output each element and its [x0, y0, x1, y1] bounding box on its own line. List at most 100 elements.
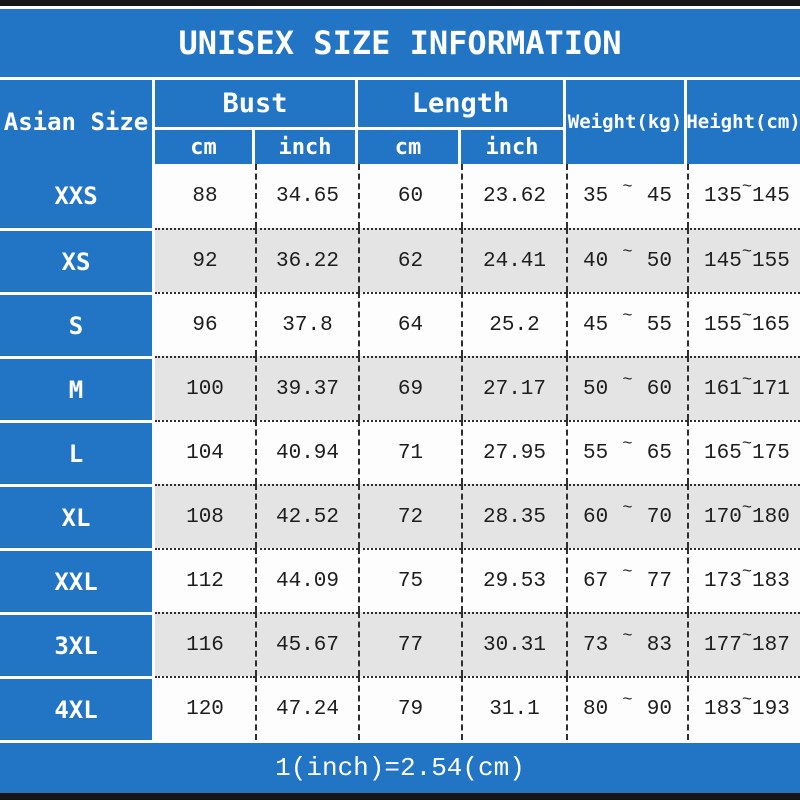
height-range: 155 ~ 165	[687, 292, 800, 356]
weight-max: 60	[646, 377, 672, 401]
length-cm-value: 72	[358, 484, 461, 548]
height-max: 187	[752, 633, 790, 657]
tilde-separator: ~	[622, 690, 633, 710]
length-cm-value: 71	[358, 420, 461, 484]
weight-max: 90	[646, 697, 672, 721]
height-max: 155	[752, 249, 790, 273]
weight-range: 55 ~ 65	[566, 420, 687, 484]
length-inch-value: 31.1	[461, 676, 566, 740]
bust-cm-value: 96	[155, 292, 255, 356]
conversion-note: 1(inch)=2.54(cm)	[275, 753, 525, 783]
size-label: XL	[0, 484, 155, 548]
size-label: M	[0, 356, 155, 420]
size-label: XS	[0, 228, 155, 292]
tilde-separator: ~	[741, 690, 753, 710]
weight-min: 50	[583, 377, 609, 401]
size-label: XXS	[0, 164, 155, 228]
tilde-separator: ~	[741, 177, 753, 197]
tilde-separator: ~	[622, 626, 633, 646]
header-weight-kg: Weight(kg)	[566, 80, 684, 164]
table-row: XXS 88 34.65 60 23.62 35 ~ 45 135 ~ 145	[0, 164, 800, 228]
length-inch-value: 24.41	[461, 228, 566, 292]
bust-inch-value: 37.8	[255, 292, 358, 356]
height-max: 180	[752, 505, 790, 529]
height-max: 193	[752, 697, 790, 721]
height-range: 183 ~ 193	[687, 676, 800, 740]
height-range: 177 ~ 187	[687, 612, 800, 676]
tilde-separator: ~	[741, 562, 753, 582]
tilde-separator: ~	[622, 242, 633, 262]
length-inch-value: 27.17	[461, 356, 566, 420]
height-range: 161 ~ 171	[687, 356, 800, 420]
height-max: 165	[752, 313, 790, 337]
size-label: S	[0, 292, 155, 356]
bust-cm-value: 112	[155, 548, 255, 612]
height-min: 135	[704, 184, 742, 208]
size-label: XXL	[0, 548, 155, 612]
bust-cm-value: 108	[155, 484, 255, 548]
height-max: 183	[752, 569, 790, 593]
weight-max: 65	[646, 441, 672, 465]
bust-inch-value: 39.37	[255, 356, 358, 420]
subheader-length-inch: inch	[461, 130, 563, 164]
height-range: 165 ~ 175	[687, 420, 800, 484]
tilde-separator: ~	[741, 370, 753, 390]
height-range: 170 ~ 180	[687, 484, 800, 548]
size-label: L	[0, 420, 155, 484]
tilde-separator: ~	[622, 306, 633, 326]
subheader-bust-inch: inch	[255, 130, 355, 164]
weight-range: 40 ~ 50	[566, 228, 687, 292]
height-range: 173 ~ 183	[687, 548, 800, 612]
weight-min: 80	[583, 697, 609, 721]
weight-max: 70	[646, 505, 672, 529]
bust-cm-value: 120	[155, 676, 255, 740]
group-header-length: Length	[358, 80, 563, 127]
weight-range: 50 ~ 60	[566, 356, 687, 420]
height-range: 145 ~ 155	[687, 228, 800, 292]
tilde-separator: ~	[741, 498, 753, 518]
subheader-length-cm: cm	[358, 130, 458, 164]
table-row: S 96 37.8 64 25.2 45 ~ 55 155 ~ 165	[0, 292, 800, 356]
bust-inch-value: 36.22	[255, 228, 358, 292]
tilde-separator: ~	[741, 434, 753, 454]
weight-min: 40	[583, 249, 609, 273]
length-inch-value: 27.95	[461, 420, 566, 484]
tilde-separator: ~	[741, 242, 753, 262]
length-cm-value: 62	[358, 228, 461, 292]
weight-min: 45	[583, 313, 609, 337]
header-asian-size: Asian Size	[0, 80, 152, 164]
length-cm-value: 79	[358, 676, 461, 740]
weight-range: 67 ~ 77	[566, 548, 687, 612]
bust-inch-value: 40.94	[255, 420, 358, 484]
bust-cm-value: 100	[155, 356, 255, 420]
length-cm-value: 69	[358, 356, 461, 420]
length-inch-value: 30.31	[461, 612, 566, 676]
title-bar: UNISEX SIZE INFORMATION	[0, 9, 800, 77]
height-min: 165	[704, 441, 742, 465]
table-row: 4XL 120 47.24 79 31.1 80 ~ 90 183 ~ 193	[0, 676, 800, 740]
bust-cm-value: 104	[155, 420, 255, 484]
tilde-separator: ~	[622, 370, 633, 390]
height-min: 170	[704, 505, 742, 529]
height-range: 135 ~ 145	[687, 164, 800, 228]
weight-max: 83	[646, 633, 672, 657]
tilde-separator: ~	[622, 498, 633, 518]
table-row: M 100 39.37 69 27.17 50 ~ 60 161 ~ 171	[0, 356, 800, 420]
bust-inch-value: 45.67	[255, 612, 358, 676]
header-height-cm: Height(cm)	[686, 80, 800, 164]
weight-range: 35 ~ 45	[566, 164, 687, 228]
subheader-bust-cm: cm	[155, 130, 252, 164]
weight-range: 80 ~ 90	[566, 676, 687, 740]
bottom-border-bar	[0, 793, 800, 800]
size-label: 4XL	[0, 676, 155, 740]
top-border-bar	[0, 0, 800, 6]
weight-min: 35	[583, 184, 609, 208]
bust-inch-value: 42.52	[255, 484, 358, 548]
length-cm-value: 60	[358, 164, 461, 228]
height-min: 145	[704, 249, 742, 273]
table-row: XS 92 36.22 62 24.41 40 ~ 50 145 ~ 155	[0, 228, 800, 292]
bust-inch-value: 47.24	[255, 676, 358, 740]
bust-inch-value: 34.65	[255, 164, 358, 228]
length-cm-value: 77	[358, 612, 461, 676]
bust-inch-value: 44.09	[255, 548, 358, 612]
